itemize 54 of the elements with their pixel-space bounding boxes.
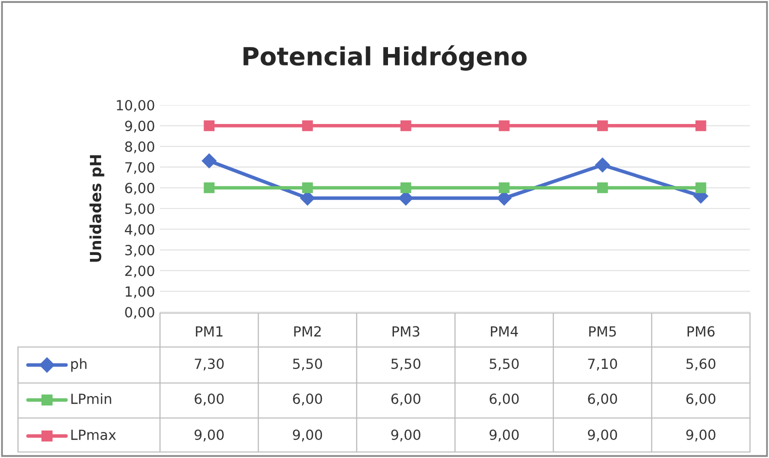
y-tick-label: 10,00 <box>116 100 154 112</box>
y-tick-label: 4,00 <box>124 224 154 236</box>
data-label: 5,50 <box>293 358 322 370</box>
y-tick-label: 0,00 <box>125 306 154 319</box>
point <box>695 182 706 194</box>
y-tick-label: 6,00 <box>125 182 154 195</box>
y-tick-label: 5,00 <box>125 203 154 216</box>
y-tick-label: 9,00 <box>125 120 154 133</box>
y-tick-label: 8,00 <box>125 141 154 154</box>
point <box>202 153 217 168</box>
point <box>597 182 608 194</box>
point <box>595 158 610 172</box>
point <box>695 120 706 132</box>
point <box>498 182 510 194</box>
y-tick-label: 7,00 <box>125 162 154 174</box>
point <box>204 120 215 132</box>
data-label: 5,50 <box>490 358 519 370</box>
point <box>400 182 412 194</box>
data-label: 6,00 <box>588 394 618 406</box>
chart-title: Potencial Hidrógeno <box>244 45 527 71</box>
data-label: 6,00 <box>490 394 519 406</box>
x-tick-label: PM5 <box>589 326 616 337</box>
point <box>498 120 510 132</box>
y-tick-label: 3,00 <box>125 244 154 257</box>
point <box>597 120 608 132</box>
data-label: 9,00 <box>194 430 224 442</box>
data-label: 9,00 <box>391 430 420 442</box>
point <box>302 120 313 132</box>
x-tick-label: PM4 <box>490 326 518 336</box>
point <box>204 182 215 194</box>
data-label: 9,00 <box>588 430 618 442</box>
data-label: 7,10 <box>588 358 618 370</box>
data-label: 9,00 <box>292 430 322 442</box>
data-label: 6,00 <box>391 394 420 406</box>
point <box>400 120 412 132</box>
data-label: 5,50 <box>391 358 420 370</box>
data-label: 9,00 <box>490 430 519 442</box>
point <box>302 182 313 194</box>
data-label: 6,00 <box>686 394 716 406</box>
y-tick-label: 2,00 <box>125 266 154 278</box>
data-label: 9,00 <box>686 430 716 442</box>
y-axis-title: Unidades pH <box>89 155 104 262</box>
data-label: 5,60 <box>686 358 716 370</box>
x-tick-label: PM2 <box>294 326 321 336</box>
data-label: 6,00 <box>293 394 322 406</box>
legend-label: ph <box>71 358 86 372</box>
x-tick-label: PM3 <box>392 326 420 337</box>
data-label: 7,30 <box>194 358 224 370</box>
x-tick-label: PM6 <box>688 326 715 337</box>
x-tick-label: PM1 <box>196 326 222 336</box>
legend-label: LPmin <box>71 393 112 404</box>
y-tick-label: 1,00 <box>126 286 154 298</box>
legend-label: LPmax <box>71 430 116 440</box>
data-label: 6,00 <box>194 394 224 406</box>
